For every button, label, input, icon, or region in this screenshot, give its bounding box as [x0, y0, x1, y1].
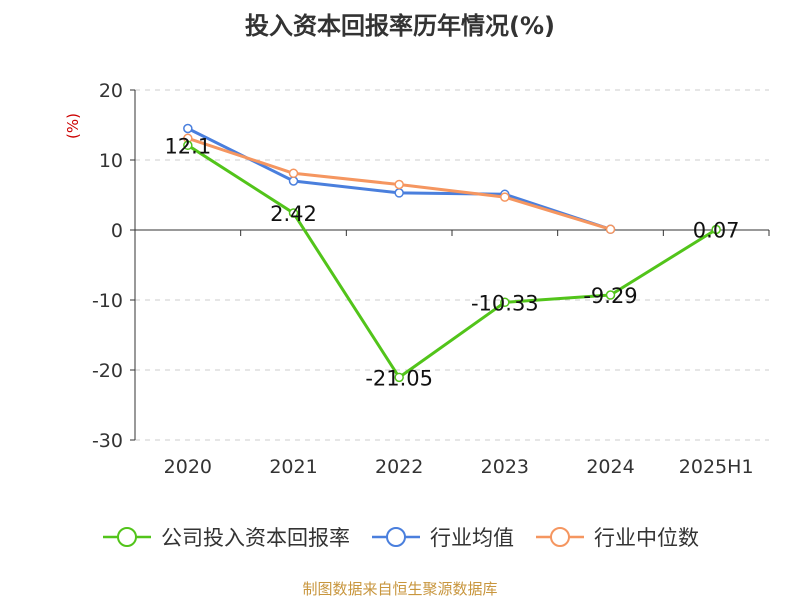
chart-title: 投入资本回报率历年情况(%) [245, 12, 555, 40]
legend-marker-circle [550, 527, 570, 547]
y-axis-unit-label: (%) [64, 113, 82, 139]
data-point [605, 290, 616, 300]
y-tick-label: -10 [92, 290, 123, 312]
data-point [394, 372, 404, 383]
data-label: 12.1 [164, 134, 211, 158]
data-point [394, 188, 404, 198]
data-point [288, 208, 299, 218]
series-line [187, 127, 611, 231]
legend-label: 公司投入资本回报率 [161, 526, 350, 550]
x-tick-label: 2021 [269, 456, 317, 478]
y-tick-label: 20 [99, 80, 123, 102]
data-point [605, 224, 616, 235]
legend-marker-circle [117, 527, 137, 547]
axes: 20 10 0 -10 -20 -30 2020 2021 2022 2023 2024 2025H1 [92, 80, 770, 478]
data-point [394, 179, 404, 190]
legend-marker-icon [103, 527, 151, 547]
legend-label: 行业均值 [430, 526, 514, 550]
legend-marker-icon [536, 527, 584, 547]
legend-item[interactable]: 行业均值 [370, 522, 514, 552]
x-tick-label: 2025H1 [679, 456, 754, 478]
legend-item[interactable]: 公司投入资本回报率 [101, 522, 350, 552]
data-label: -9.29 [583, 284, 637, 308]
y-tick-label: -30 [92, 430, 123, 452]
data-label: -21.05 [365, 366, 433, 390]
data-point [183, 123, 193, 134]
x-tick-label: 2024 [586, 456, 634, 478]
series-line [187, 144, 717, 379]
x-tick-label: 2022 [375, 456, 423, 478]
data-point [183, 140, 193, 151]
series-lines [183, 123, 721, 383]
x-tick-label: 2020 [164, 456, 212, 478]
data-point [288, 168, 299, 179]
legend-item[interactable]: 行业中位数 [534, 522, 699, 552]
source-note: 制图数据来自恒生聚源数据库 [302, 580, 498, 598]
data-point [500, 297, 510, 308]
data-point [288, 176, 299, 186]
data-label: 2.42 [270, 202, 317, 226]
data-label: 0.07 [693, 219, 740, 243]
grid-lines [135, 89, 769, 441]
legend-label: 行业中位数 [594, 526, 699, 550]
data-labels: 12.1 2.42 -21.05 -10.33 -9.29 0.07 [164, 134, 739, 390]
legend-marker-circle [386, 527, 406, 547]
legend: 公司投入资本回报率 行业均值 行业中位数 [0, 522, 800, 552]
data-label: -10.33 [471, 291, 539, 315]
data-point [711, 224, 721, 235]
y-tick-label: 10 [99, 150, 123, 172]
y-tick-label: 0 [111, 220, 123, 242]
legend-marker-icon [372, 527, 420, 547]
line-chart: 20 10 0 -10 -20 -30 2020 2021 2022 2023 2024 2025H1… [64, 80, 770, 478]
y-tick-label: -20 [92, 360, 123, 382]
x-tick-label: 2023 [481, 456, 529, 478]
data-point [500, 192, 510, 202]
